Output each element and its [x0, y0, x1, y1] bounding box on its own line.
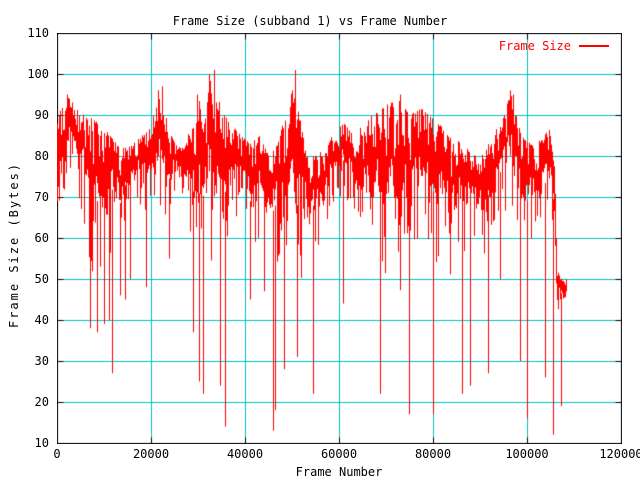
y-tick-label: 90	[34, 107, 49, 122]
y-tick-label: 60	[34, 230, 49, 245]
y-axis-label: Frame Size (Bytes)	[7, 161, 21, 329]
y-tick-label: 100	[27, 66, 49, 81]
y-tick-label: 40	[34, 312, 49, 327]
y-tick-label: 50	[34, 271, 49, 286]
y-tick-label: 10	[34, 435, 49, 450]
x-tick-label: 0	[53, 447, 61, 461]
y-tick-label: 110	[27, 25, 49, 40]
y-tick-label: 20	[34, 394, 49, 409]
plot-canvas	[57, 33, 622, 444]
x-tick-label: 100000	[505, 447, 549, 461]
y-tick-label: 80	[34, 148, 49, 163]
y-tick-label: 30	[34, 353, 49, 368]
y-tick-label: 70	[34, 189, 49, 204]
x-tick-label: 20000	[132, 447, 170, 461]
x-tick-label: 80000	[414, 447, 452, 461]
x-tick-label: 40000	[226, 447, 264, 461]
x-axis-label: Frame Number	[295, 465, 383, 479]
x-tick-label: 120000	[599, 447, 640, 461]
x-tick-label: 60000	[320, 447, 358, 461]
chart-title: Frame Size (subband 1) vs Frame Number	[172, 14, 448, 28]
